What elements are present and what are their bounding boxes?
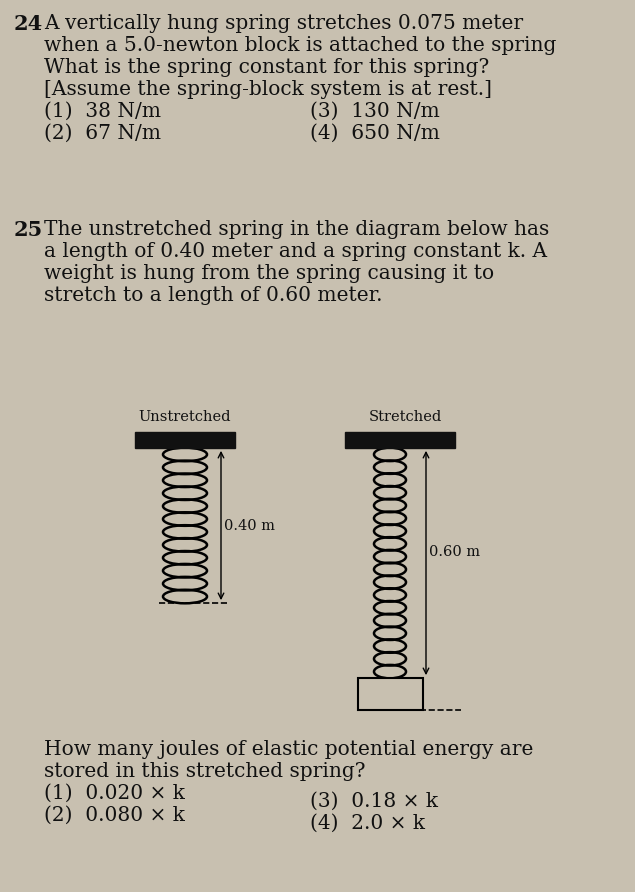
- Text: The unstretched spring in the diagram below has: The unstretched spring in the diagram be…: [44, 220, 549, 239]
- Text: (2)  0.080 × k: (2) 0.080 × k: [44, 806, 185, 825]
- Text: weight is hung from the spring causing it to: weight is hung from the spring causing i…: [44, 264, 494, 283]
- Text: a length of 0.40 meter and a spring constant k. A: a length of 0.40 meter and a spring cons…: [44, 242, 547, 261]
- Bar: [358, 678, 422, 710]
- Text: 24: 24: [14, 14, 43, 34]
- Text: What is the spring constant for this spring?: What is the spring constant for this spr…: [44, 58, 489, 77]
- Text: 25: 25: [14, 220, 43, 240]
- Text: stored in this stretched spring?: stored in this stretched spring?: [44, 762, 366, 781]
- Text: (3)  0.18 × k: (3) 0.18 × k: [310, 792, 438, 811]
- Text: How many joules of elastic potential energy are: How many joules of elastic potential ene…: [44, 740, 533, 759]
- Text: 0.60 m: 0.60 m: [429, 544, 480, 558]
- Text: Weight: Weight: [364, 687, 416, 701]
- Text: stretch to a length of 0.60 meter.: stretch to a length of 0.60 meter.: [44, 286, 382, 305]
- Text: when a 5.0-newton block is attached to the spring: when a 5.0-newton block is attached to t…: [44, 36, 556, 55]
- Text: (1)  0.020 × k: (1) 0.020 × k: [44, 784, 185, 803]
- Text: (4)  650 N/m: (4) 650 N/m: [310, 124, 440, 143]
- Text: (1)  38 N/m: (1) 38 N/m: [44, 102, 161, 121]
- Text: (3)  130 N/m: (3) 130 N/m: [310, 102, 440, 121]
- Bar: [345, 432, 455, 448]
- Text: [Assume the spring-block system is at rest.]: [Assume the spring-block system is at re…: [44, 80, 492, 99]
- Bar: [135, 432, 235, 448]
- Text: (2)  67 N/m: (2) 67 N/m: [44, 124, 161, 143]
- Text: A vertically hung spring stretches 0.075 meter: A vertically hung spring stretches 0.075…: [44, 14, 523, 33]
- Text: Stretched: Stretched: [368, 410, 441, 424]
- Text: Unstretched: Unstretched: [139, 410, 231, 424]
- Text: 0.40 m: 0.40 m: [224, 518, 275, 533]
- Text: (4)  2.0 × k: (4) 2.0 × k: [310, 814, 425, 833]
